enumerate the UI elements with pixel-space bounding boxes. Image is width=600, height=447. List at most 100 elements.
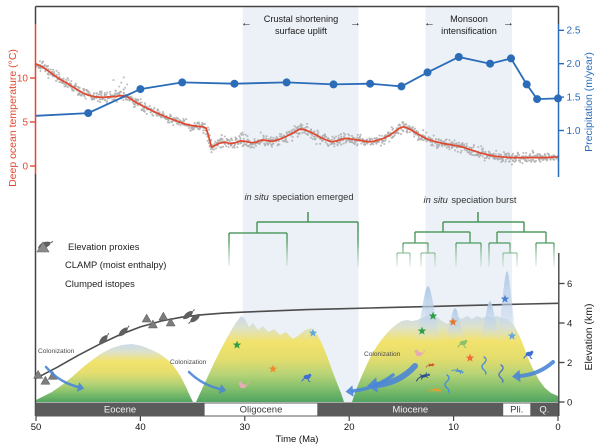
colonization-arrowhead: [218, 384, 227, 394]
epoch-bar: Eocene Oligocene Miocene Pli. Q.: [35, 402, 559, 417]
precipitation-data-point: [178, 78, 187, 87]
axis-tick-label: 2: [567, 358, 572, 369]
top-chart-axes: 0 5 10 1.0 1.5 2.0 2.5: [17, 5, 581, 416]
legend-item-clumped-isotopes: Clumped istopes: [36, 241, 166, 290]
epoch-label: Oligocene: [240, 405, 283, 416]
plant-star-icon: [428, 311, 438, 320]
elevation-distribution-peak: [491, 271, 523, 342]
axis-tick-label: 1.0: [567, 126, 581, 137]
elevation-trend-line: [35, 302, 559, 380]
leaf-icon: [36, 241, 60, 271]
elevation-axis: 0 2 4 6: [558, 253, 572, 416]
axis-tick-label: 0: [22, 161, 28, 172]
clamp-marker: [99, 332, 110, 345]
legend-item-label: CLAMP (moist enthalpy): [65, 259, 167, 270]
right-arrow-icon: →: [350, 17, 361, 29]
snake-icon: [444, 374, 450, 393]
temperature-axis-label: Deep ocean temperature (°C): [7, 49, 19, 187]
colonization-arrowhead: [345, 385, 354, 397]
phylo-tree-burst: [396, 212, 555, 267]
precipitation-data-point: [486, 59, 495, 68]
precipitation-data-point: [533, 95, 542, 104]
left-arrow-icon: ←: [424, 17, 435, 29]
precipitation-data-point: [136, 85, 145, 94]
species-icons: [232, 294, 534, 394]
axis-tick-label: 1.5: [567, 93, 581, 104]
left-arrow-icon: ←: [241, 17, 252, 29]
epoch-label: Eocene: [104, 405, 136, 416]
right-arrow-icon: →: [503, 17, 514, 29]
epoch-label: Miocene: [392, 405, 428, 416]
time-axis-title: Time (Ma): [276, 434, 319, 445]
axis-tick-label: 0: [555, 422, 560, 433]
precipitation-data-point: [507, 54, 515, 63]
plant-star-icon: [308, 328, 318, 337]
elevation-distribution-peak: [474, 301, 506, 340]
precipitation-data-point: [423, 68, 432, 77]
axis-tick-label: 2.0: [567, 59, 581, 70]
precipitation-data-point: [522, 80, 531, 89]
precipitation-axis-label: Precipitation (m/year): [583, 52, 595, 152]
axis-tick-label: 40: [135, 422, 146, 433]
epoch-cell-Q: [530, 402, 559, 417]
colonization-arrows: Colonization Colonization Colonization: [38, 348, 555, 397]
annotation-crustal-line2: surface uplift: [274, 26, 328, 37]
legend-item-label: Clumped istopes: [65, 278, 135, 289]
colonization-label: Colonization: [170, 359, 207, 366]
time-axis: 50 40 30 20 10 0 Time (Ma): [31, 416, 561, 445]
clumped-isotope-marker: [33, 369, 44, 379]
annotation-monsoon: ← Monsoon intensification →: [424, 13, 514, 38]
axis-tick-label: 10: [448, 422, 459, 433]
clumped-isotope-marker: [141, 313, 152, 323]
axis-tick-label: 5: [22, 117, 28, 128]
precipitation-data-point: [366, 79, 375, 88]
plant-star-icon: [417, 326, 427, 335]
plant-star-icon: [500, 294, 510, 303]
elevation-proxy-markers: [33, 309, 200, 385]
colonization-arrow: [518, 360, 555, 378]
precipitation-data-point: [282, 78, 291, 87]
clamp-marker: [118, 325, 130, 337]
mammal-icon: [238, 381, 249, 389]
precipitation-data-point: [329, 80, 338, 89]
annotation-crustal-line1: Crustal shortening: [263, 14, 339, 24]
plant-star-icon: [232, 340, 242, 349]
colonization-label: Colonization: [38, 348, 75, 355]
mammal-icon: [414, 349, 425, 357]
epoch-label: Q.: [539, 405, 549, 416]
axis-tick-label: 4: [567, 318, 572, 329]
precipitation-series: [35, 53, 562, 118]
frog-icon: [523, 350, 534, 360]
lizard-icon: [451, 367, 464, 375]
axis-tick-label: 20: [344, 422, 355, 433]
axis-tick-label: 6: [567, 279, 572, 290]
elevation-distribution-peak: [407, 286, 449, 344]
frog-icon: [457, 339, 468, 349]
label-speciation-burst: in situ speciation burst: [423, 195, 517, 205]
label-speciation-emerged: in situ speciation emerged: [244, 192, 354, 202]
axis-tick-label: 0: [567, 397, 572, 408]
colonization-arrowhead: [367, 377, 378, 393]
plant-star-icon: [448, 317, 458, 326]
annotation-crustal-shortening: ← Crustal shortening surface uplift →: [241, 13, 361, 38]
precipitation-data-point: [84, 109, 93, 118]
lizard-icon: [425, 363, 435, 368]
legend-item-clamp: CLAMP (moist enthalpy): [36, 241, 167, 271]
clumped-isotope-marker: [148, 319, 158, 329]
colonization-arrow: [187, 370, 222, 391]
annotation-monsoon-line2: intensification: [441, 26, 497, 37]
clumped-isotope-marker: [165, 317, 176, 327]
clumped-isotope-marker: [40, 375, 51, 385]
epoch-label: Pli.: [510, 405, 523, 416]
mountain-oligocene-mountains: [196, 316, 344, 402]
snake-icon: [481, 356, 487, 375]
frog-icon: [301, 373, 312, 383]
colonization-arrow: [374, 363, 418, 388]
clumped-isotope-marker: [158, 311, 169, 321]
axis-tick-label: 2.5: [567, 26, 581, 37]
plant-star-icon: [507, 331, 517, 340]
clamp-marker: [188, 314, 200, 325]
axis-tick-label: 10: [17, 73, 29, 84]
